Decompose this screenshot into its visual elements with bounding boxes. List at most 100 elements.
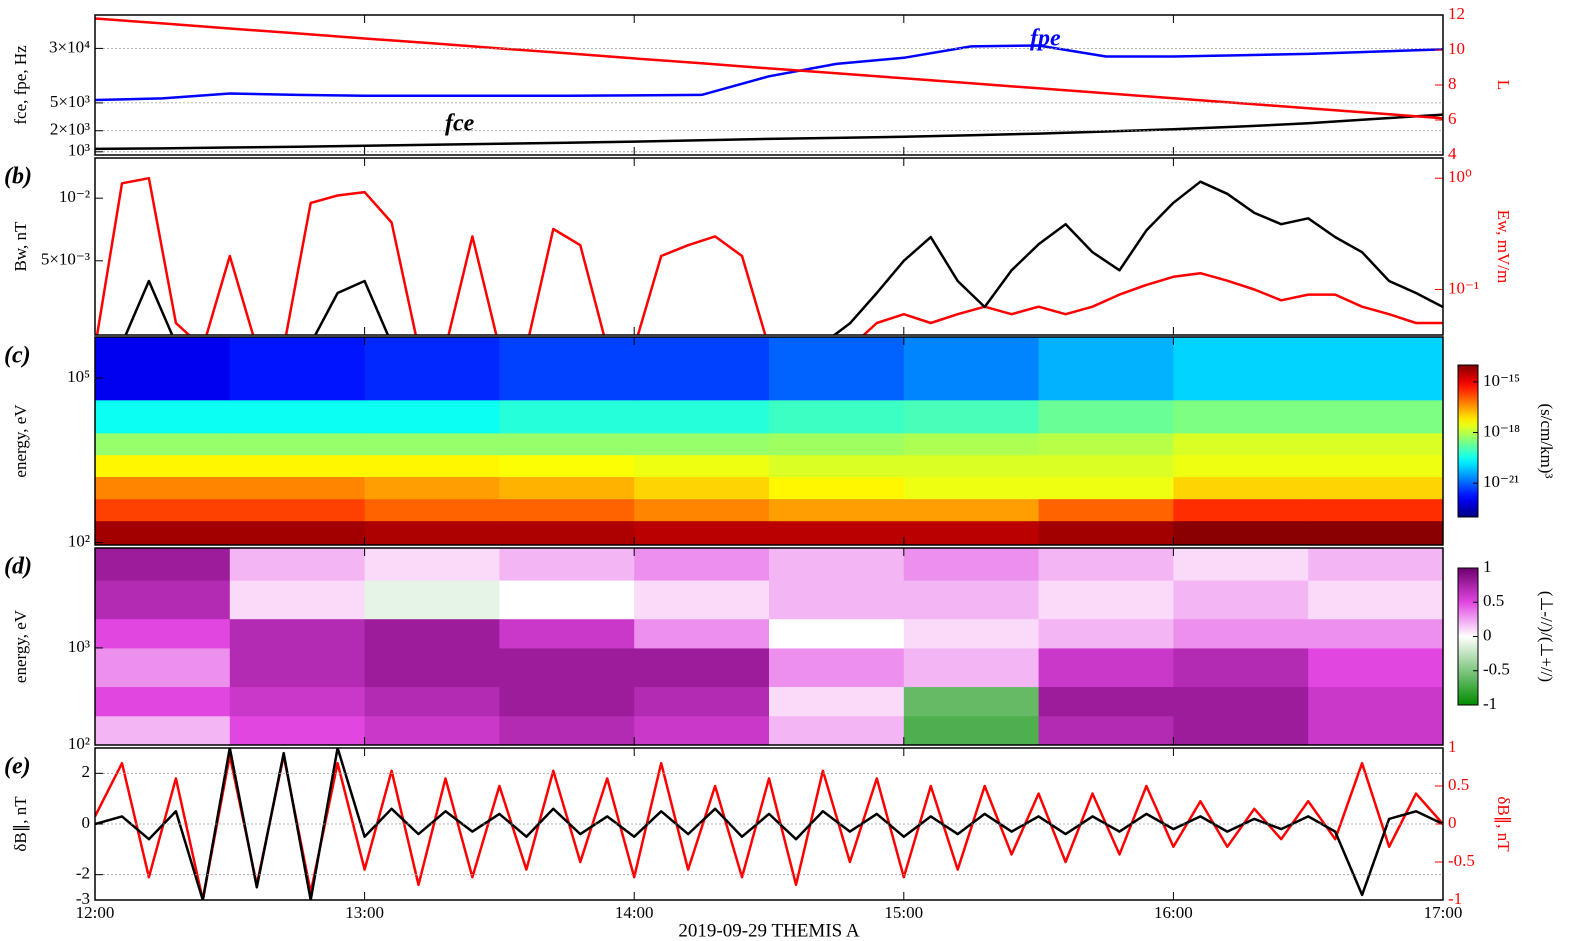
heatmap-cell	[903, 432, 1040, 456]
heatmap-cell	[364, 337, 500, 401]
heatmap-cell	[499, 498, 635, 522]
heatmap-cell	[1173, 647, 1309, 688]
heatmap-cell	[1038, 520, 1174, 545]
colorbar	[1457, 364, 1479, 518]
heatmap-cell	[1308, 580, 1443, 620]
heatmap-cell	[364, 399, 500, 434]
heatmap-cell	[1308, 647, 1443, 688]
y2-axis-label: L	[1494, 80, 1513, 90]
heatmap-cell	[1173, 476, 1309, 500]
heatmap-cell	[634, 647, 770, 688]
heatmap-cell	[903, 715, 1040, 745]
heatmap-cell	[1308, 686, 1443, 717]
heatmap-cell	[364, 498, 500, 522]
heatmap-cell	[95, 476, 231, 500]
heatmap-cell	[364, 580, 500, 620]
heatmap-cell	[634, 498, 770, 522]
heatmap-cell	[95, 548, 231, 581]
heatmap-cell	[1038, 454, 1174, 477]
x-axis-label: 2019-09-29 THEMIS A	[678, 920, 859, 941]
heatmap-cell	[1308, 432, 1443, 456]
panel-frame	[94, 747, 1444, 901]
heatmap-cell	[499, 647, 635, 688]
heatmap-cell	[499, 432, 635, 456]
y-tick-label: 10²	[68, 531, 90, 550]
heatmap-cell	[634, 580, 770, 620]
heatmap-cell	[1038, 337, 1174, 401]
heatmap-cell	[364, 647, 500, 688]
heatmap-cell	[769, 686, 905, 717]
heatmap-cell	[499, 337, 635, 401]
y2-tick-label: 0.5	[1448, 775, 1469, 794]
y-axis-label: energy, eV	[11, 609, 30, 683]
heatmap-cell	[1308, 715, 1443, 745]
heatmap-cell	[95, 337, 231, 401]
y-tick-label: 2	[82, 762, 91, 781]
heatmap-cell	[903, 686, 1040, 717]
panel-label: (e)	[4, 754, 31, 780]
heatmap-cell	[1173, 548, 1309, 581]
heatmap-cell	[1038, 618, 1174, 649]
panel-label: (c)	[4, 343, 31, 369]
y-tick-label: 10³	[68, 637, 90, 656]
colorbar-tick-label: 0	[1483, 625, 1492, 644]
heatmap-cell	[364, 715, 500, 745]
heatmap-cell	[634, 399, 770, 434]
heatmap-cell	[229, 520, 366, 545]
heatmap-cell	[903, 454, 1040, 477]
x-tick-label: 12:00	[76, 903, 115, 922]
heatmap-cell	[229, 715, 366, 745]
plot-area	[95, 176, 1443, 335]
y-tick-label: -2	[76, 864, 90, 883]
heatmap-cell	[1038, 580, 1174, 620]
heatmap-cell	[634, 686, 770, 717]
y2-tick-label: 10	[1448, 39, 1465, 58]
heatmap-cell	[1038, 399, 1174, 434]
heatmap-cell	[1038, 498, 1174, 522]
heatmap-cell	[903, 647, 1040, 688]
heatmap-cell	[903, 548, 1040, 581]
x-tick-label: 17:00	[1424, 903, 1463, 922]
panel: 10³ 2×10³ 5×10³ 3×10⁴ 4 6 8 10 12 fpe fce fce, fpe,…	[11, 4, 1513, 163]
x-tick-label: 16:00	[1154, 903, 1193, 922]
heatmap-cell	[229, 432, 366, 456]
heatmap-cell	[1308, 454, 1443, 477]
x-tick-label: 13:00	[345, 903, 384, 922]
colorbar-tick-label: 0.5	[1483, 591, 1504, 610]
y-axis-label: Bw, nT	[11, 221, 30, 272]
heatmap-cell	[1173, 618, 1309, 649]
heatmap-cell	[769, 454, 905, 477]
heatmap-cell	[499, 454, 635, 477]
y-tick-label: 5×10³	[50, 92, 90, 111]
heatmap-cell	[1308, 520, 1443, 545]
y-tick-label: 2×10³	[50, 120, 90, 139]
heatmap-cell	[364, 454, 500, 477]
heatmap-cell	[1173, 454, 1309, 477]
y2-tick-label: 10⁰	[1448, 167, 1472, 186]
heatmap-cell	[903, 337, 1040, 401]
heatmap-cell	[229, 476, 366, 500]
y-tick-label: 10⁵	[67, 367, 90, 386]
series-line	[95, 44, 1443, 102]
heatmap-cell	[903, 476, 1040, 500]
y2-tick-label: 12	[1448, 4, 1465, 23]
heatmap-cell	[499, 399, 635, 434]
colorbar-label: (s/cm/km)³	[1537, 404, 1556, 479]
heatmap-cell	[769, 498, 905, 522]
y2-tick-label: -0.5	[1448, 851, 1475, 870]
heatmap-cell	[364, 548, 500, 581]
heatmap-cell	[1308, 618, 1443, 649]
heatmap-cell	[634, 520, 770, 545]
heatmap-cell	[499, 715, 635, 745]
y2-tick-label: 4	[1448, 144, 1457, 163]
heatmap-cell	[769, 337, 905, 401]
heatmap-cell	[1038, 476, 1174, 500]
heatmap-cell	[229, 454, 366, 477]
heatmap-cell	[229, 498, 366, 522]
panel-frame	[94, 336, 1444, 546]
plot-area	[95, 548, 1443, 745]
panel: 1 0.5 0 -0.5 -1 (⊥-//)/(⊥+//) 10³ 10² energy, eV…	[4, 547, 1556, 753]
heatmap-cell	[1173, 498, 1309, 522]
heatmap-cell	[229, 618, 366, 649]
